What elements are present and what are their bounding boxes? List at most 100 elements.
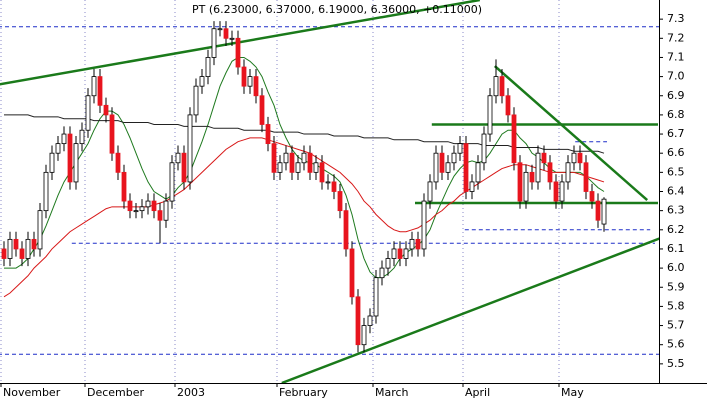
candle-body: [487, 95, 493, 135]
x-tick-label: November: [3, 386, 61, 399]
candle-body: [541, 152, 547, 164]
candle-body: [433, 152, 439, 183]
candle-body: [67, 133, 73, 183]
candle-body: [139, 206, 145, 212]
candle-body: [361, 325, 367, 346]
candle-body: [595, 200, 601, 221]
y-tick-label: 7.0: [667, 70, 685, 83]
candle-body: [61, 133, 67, 145]
candle-body: [79, 129, 85, 145]
candle-body: [211, 28, 217, 58]
y-tick-label: 6.3: [667, 204, 685, 217]
moving-average-line: [4, 114, 605, 154]
candle-body: [169, 162, 175, 202]
candle-body: [97, 76, 103, 106]
candle-body: [577, 152, 583, 164]
candle-body: [301, 152, 307, 164]
candle-body: [571, 152, 577, 164]
candle-body: [163, 200, 169, 221]
candle-body: [313, 162, 319, 173]
candle-body: [175, 152, 181, 164]
candle-body: [373, 277, 379, 317]
candle-body: [25, 238, 31, 259]
plot-area: [0, 0, 659, 383]
x-tick-label: February: [279, 386, 328, 399]
candle-body: [241, 66, 247, 87]
candle-body: [427, 181, 433, 202]
candle-body: [73, 143, 79, 183]
y-tick-label: 7.2: [667, 31, 685, 44]
candle-body: [367, 315, 373, 326]
y-tick-label: 6.2: [667, 223, 685, 236]
candle-body: [355, 296, 361, 346]
candle-body: [115, 152, 121, 173]
y-tick-label: 6.0: [667, 261, 685, 274]
candle-body: [349, 248, 355, 298]
candle-body: [85, 95, 91, 131]
candle-body: [583, 162, 589, 192]
trend-line: [281, 237, 659, 383]
candle-body: [91, 76, 97, 97]
candle-body: [307, 152, 313, 173]
y-tick-label: 7.3: [667, 12, 685, 25]
y-tick-label: 5.5: [667, 357, 685, 370]
candle-body: [187, 114, 193, 183]
candle-body: [463, 143, 469, 192]
candle-body: [445, 162, 451, 173]
candle-body: [253, 76, 259, 97]
candle-body: [523, 171, 529, 202]
candle-body: [193, 85, 199, 116]
chart-title: PT (6.23000, 6.37000, 6.19000, 6.36000, …: [192, 3, 482, 16]
candle-body: [517, 162, 523, 202]
candle-body: [475, 162, 481, 183]
candle-body: [265, 124, 271, 145]
candle-body: [481, 133, 487, 164]
candle-body: [415, 238, 421, 250]
candle-body: [565, 162, 571, 183]
y-tick-label: 6.9: [667, 89, 685, 102]
candle-body: [229, 37, 235, 40]
candle-body: [271, 143, 277, 173]
candle-body: [379, 267, 385, 279]
candle-body: [145, 200, 151, 208]
y-tick-label: 7.1: [667, 50, 685, 63]
candle-body: [529, 171, 535, 183]
y-tick-label: 6.5: [667, 165, 685, 178]
candle-body: [103, 104, 109, 116]
candle-body: [457, 143, 463, 154]
candle-body: [205, 57, 211, 78]
candle-body: [385, 258, 391, 269]
candle-body: [49, 152, 55, 173]
candle-body: [217, 28, 223, 31]
candle-body: [223, 28, 229, 39]
candle-body: [331, 181, 337, 192]
candle-body: [493, 76, 499, 97]
trend-line: [493, 65, 649, 202]
candle-body: [439, 152, 445, 173]
candle-body: [109, 114, 115, 154]
candle-body: [127, 200, 133, 212]
candle-body: [289, 152, 295, 173]
candle-body: [451, 152, 457, 164]
candle-body: [505, 95, 511, 116]
candle-body: [511, 114, 517, 164]
candle-body: [1, 248, 7, 259]
candle-body: [535, 152, 541, 183]
candle-body: [235, 37, 241, 68]
y-tick-label: 6.1: [667, 242, 685, 255]
y-tick-label: 5.8: [667, 299, 685, 312]
x-tick-label: 2003: [177, 386, 205, 399]
candle-body: [421, 200, 427, 250]
candle-body: [199, 76, 205, 87]
candle-body: [247, 76, 253, 87]
candle-body: [601, 198, 607, 225]
x-tick-label: April: [465, 386, 490, 399]
y-tick-label: 5.7: [667, 319, 685, 332]
y-tick-label: 6.6: [667, 146, 685, 159]
candle-body: [319, 162, 325, 183]
candle-body: [55, 143, 61, 154]
candle-body: [259, 95, 265, 125]
candle-body: [391, 248, 397, 259]
candle-body: [559, 181, 565, 202]
y-tick-label: 5.9: [667, 280, 685, 293]
